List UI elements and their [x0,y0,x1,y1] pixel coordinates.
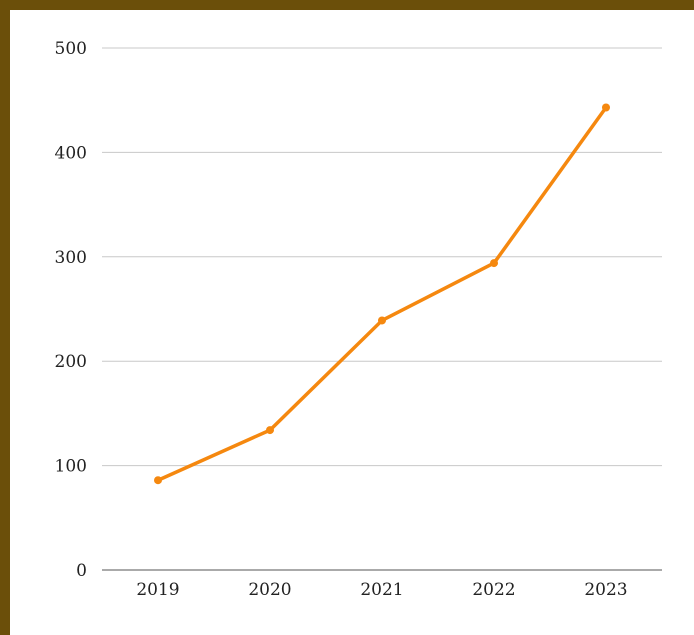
grid-lines [102,47,662,467]
data-point [602,103,610,112]
frame-top-border [0,0,694,10]
series-line [156,105,608,482]
data-point [154,476,162,485]
x-tick-label: 2020 [248,580,291,600]
y-tick-label: 0 [76,561,87,581]
y-tick-label: 500 [55,39,87,59]
data-point [266,426,274,435]
y-tick-label: 400 [55,143,87,163]
data-point [378,316,386,325]
y-tick-label: 200 [55,352,87,372]
x-tick-label: 2022 [472,580,515,600]
x-tick-label: 2021 [360,580,403,600]
frame-left-border [0,0,10,635]
x-tick-labels: 2019 2020 2021 2022 2023 [136,580,627,600]
x-tick-label: 2019 [136,580,179,600]
data-point [490,259,498,268]
x-tick-label: 2023 [584,580,627,600]
series-layer [154,103,610,485]
y-tick-labels: 0 100 200 300 400 500 [55,39,87,581]
y-tick-label: 300 [55,248,87,268]
y-tick-label: 100 [55,457,87,477]
